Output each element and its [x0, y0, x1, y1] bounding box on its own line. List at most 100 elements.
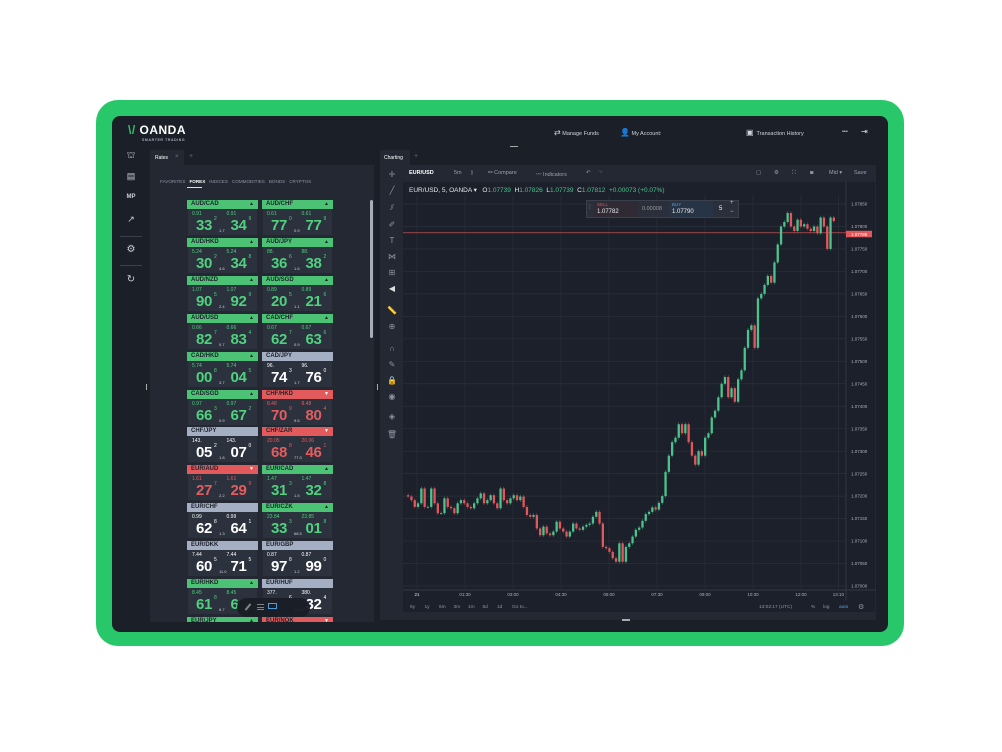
current-price-badge — [846, 230, 872, 238]
tile-view-icon[interactable] — [268, 603, 277, 609]
range-1y[interactable]: 1y — [424, 605, 430, 610]
chart-legend: EUR/USD, 5, OANDA ▾ O1.07739 H1.07826 L1… — [409, 186, 665, 194]
interval-selector[interactable]: 5m — [454, 170, 462, 176]
candle — [529, 514, 532, 517]
range-1m[interactable]: 1m — [468, 605, 475, 610]
compare-label: Compare — [494, 170, 517, 176]
percent-toggle[interactable]: % — [811, 605, 816, 610]
camera-icon[interactable]: ◙ — [810, 170, 814, 176]
ruler-icon[interactable]: 📏 — [387, 306, 397, 315]
transaction-history-button[interactable]: ▣ Transaction History — [746, 128, 804, 137]
chart-trend-icon[interactable]: ↗ — [127, 214, 135, 224]
tab-charting[interactable]: Charting — [380, 150, 410, 165]
brush-icon[interactable]: ✐ — [388, 220, 396, 229]
chart-area — [403, 182, 875, 612]
log-toggle[interactable]: log — [823, 605, 830, 610]
category-tab-bonds[interactable]: BONDS — [268, 179, 286, 184]
magnet-icon[interactable]: ∩ — [389, 344, 395, 353]
forecast-icon[interactable]: ⊞ — [388, 268, 396, 277]
settings-icon[interactable]: ⚙ — [774, 170, 779, 176]
quantity-input[interactable]: 5 — [719, 206, 723, 212]
crosshair-icon[interactable]: ✛ — [388, 170, 396, 179]
candle — [565, 531, 568, 537]
resize-handle[interactable] — [377, 384, 378, 390]
compare-button[interactable]: ⚯ Compare — [488, 170, 517, 176]
close-tab-icon[interactable]: × — [175, 154, 179, 160]
save-button[interactable]: Save — [854, 170, 867, 176]
quantity-increase[interactable]: + — [730, 200, 734, 206]
range-1d[interactable]: 1d — [497, 605, 503, 610]
manage-funds-button[interactable]: ⇄ Manage Funds — [554, 128, 599, 137]
refresh-icon[interactable]: ↻ — [126, 274, 136, 285]
draw-mode-icon[interactable]: ✎ — [388, 360, 396, 369]
range-3m[interactable]: 3m — [453, 605, 461, 610]
candle — [515, 495, 519, 501]
price-source-dropdown[interactable]: Mid ▾ — [829, 170, 843, 176]
undo-icon[interactable]: ↶ — [586, 170, 591, 176]
sidebar-item-mp[interactable]: MP — [126, 194, 136, 200]
candle — [552, 531, 555, 536]
sell-button[interactable]: SELL 1.07782 — [594, 201, 638, 217]
candle — [667, 455, 670, 472]
collapse-handle[interactable] — [510, 146, 518, 147]
tab-rates[interactable]: Rates × — [150, 150, 184, 165]
category-tab-indices[interactable]: INDICES — [209, 179, 228, 184]
range-6m[interactable]: 6m — [439, 605, 446, 610]
sell-label: SELL — [597, 202, 609, 207]
redo-icon[interactable]: ↷ — [598, 170, 603, 176]
category-tab-cryptos[interactable]: CRYPTOS — [289, 179, 312, 184]
arrow-left-icon[interactable]: ◀ — [388, 284, 396, 293]
candle — [720, 383, 723, 398]
my-account-button[interactable]: 👤 My Account: — [620, 128, 661, 137]
add-tab-button[interactable]: + — [189, 153, 194, 160]
quantity-decrease[interactable]: − — [730, 209, 734, 215]
fib-icon[interactable]: ⫽ — [390, 203, 394, 212]
gear-icon[interactable]: ⚙ — [126, 244, 136, 255]
bank-icon[interactable]: ⛫ — [126, 150, 136, 160]
fullscreen-icon[interactable]: ⛶ — [792, 170, 796, 176]
candle — [704, 437, 707, 456]
list-view-icon[interactable] — [257, 604, 264, 610]
drag-handle-icon[interactable]: ⁞ — [589, 205, 591, 211]
more-menu-button[interactable]: ••• — [842, 129, 848, 135]
candle — [816, 226, 819, 234]
x-tick-label: 06:00 — [603, 592, 615, 597]
lock-icon[interactable]: 🔒 — [387, 376, 397, 385]
auto-toggle[interactable]: auto — [839, 605, 849, 610]
range-5d[interactable]: 5d — [482, 605, 488, 610]
clock: 13:02:17 (UTC) — [759, 605, 793, 610]
legend-title[interactable]: EUR/USD, 5, OANDA ▾ — [409, 187, 477, 194]
candle — [710, 417, 713, 434]
layout-icon[interactable]: ▢ — [756, 170, 762, 176]
layers-icon[interactable]: ◈ — [388, 412, 396, 421]
zoom-in-icon[interactable]: ⊕ — [388, 322, 396, 331]
text-icon[interactable]: T — [389, 236, 395, 245]
candle-type-icon[interactable]: ⫾ — [471, 170, 473, 176]
y-tick-label: 1.07150 — [851, 516, 868, 521]
candle — [525, 506, 529, 515]
candle — [509, 498, 512, 504]
trend-line-icon[interactable]: ╱ — [389, 186, 395, 195]
category-tab-favorites[interactable]: FAVORITES — [160, 179, 186, 184]
buy-price: 1.07790 — [672, 209, 694, 215]
trash-icon[interactable]: 🗑 — [386, 430, 398, 439]
add-chart-tab-button[interactable]: + — [414, 153, 419, 160]
news-icon[interactable]: ▤ — [126, 171, 136, 181]
symbol-search[interactable]: EUR/USD — [409, 170, 434, 176]
buy-button[interactable]: BUY 1.07790 — [669, 201, 713, 217]
resize-handle[interactable] — [146, 384, 147, 390]
category-tab-forex[interactable]: FOREX — [189, 179, 206, 184]
category-tab-commodities[interactable]: COMMODITIES — [231, 179, 265, 184]
logout-icon[interactable]: ⇥ — [861, 127, 868, 136]
bottom-handle[interactable] — [622, 619, 630, 621]
eye-icon[interactable]: ◉ — [388, 392, 396, 401]
chart-settings-icon[interactable]: ⚙ — [858, 604, 865, 611]
y-tick-label: 1.07550 — [851, 336, 868, 341]
indicators-button[interactable]: 〰 Indicators — [536, 170, 567, 178]
rates-scrollbar[interactable] — [370, 200, 373, 338]
candle — [426, 506, 430, 508]
goto-button[interactable]: Go to... — [512, 605, 528, 610]
range-5y[interactable]: 5y — [410, 605, 416, 610]
pattern-icon[interactable]: ⋈ — [388, 252, 396, 261]
